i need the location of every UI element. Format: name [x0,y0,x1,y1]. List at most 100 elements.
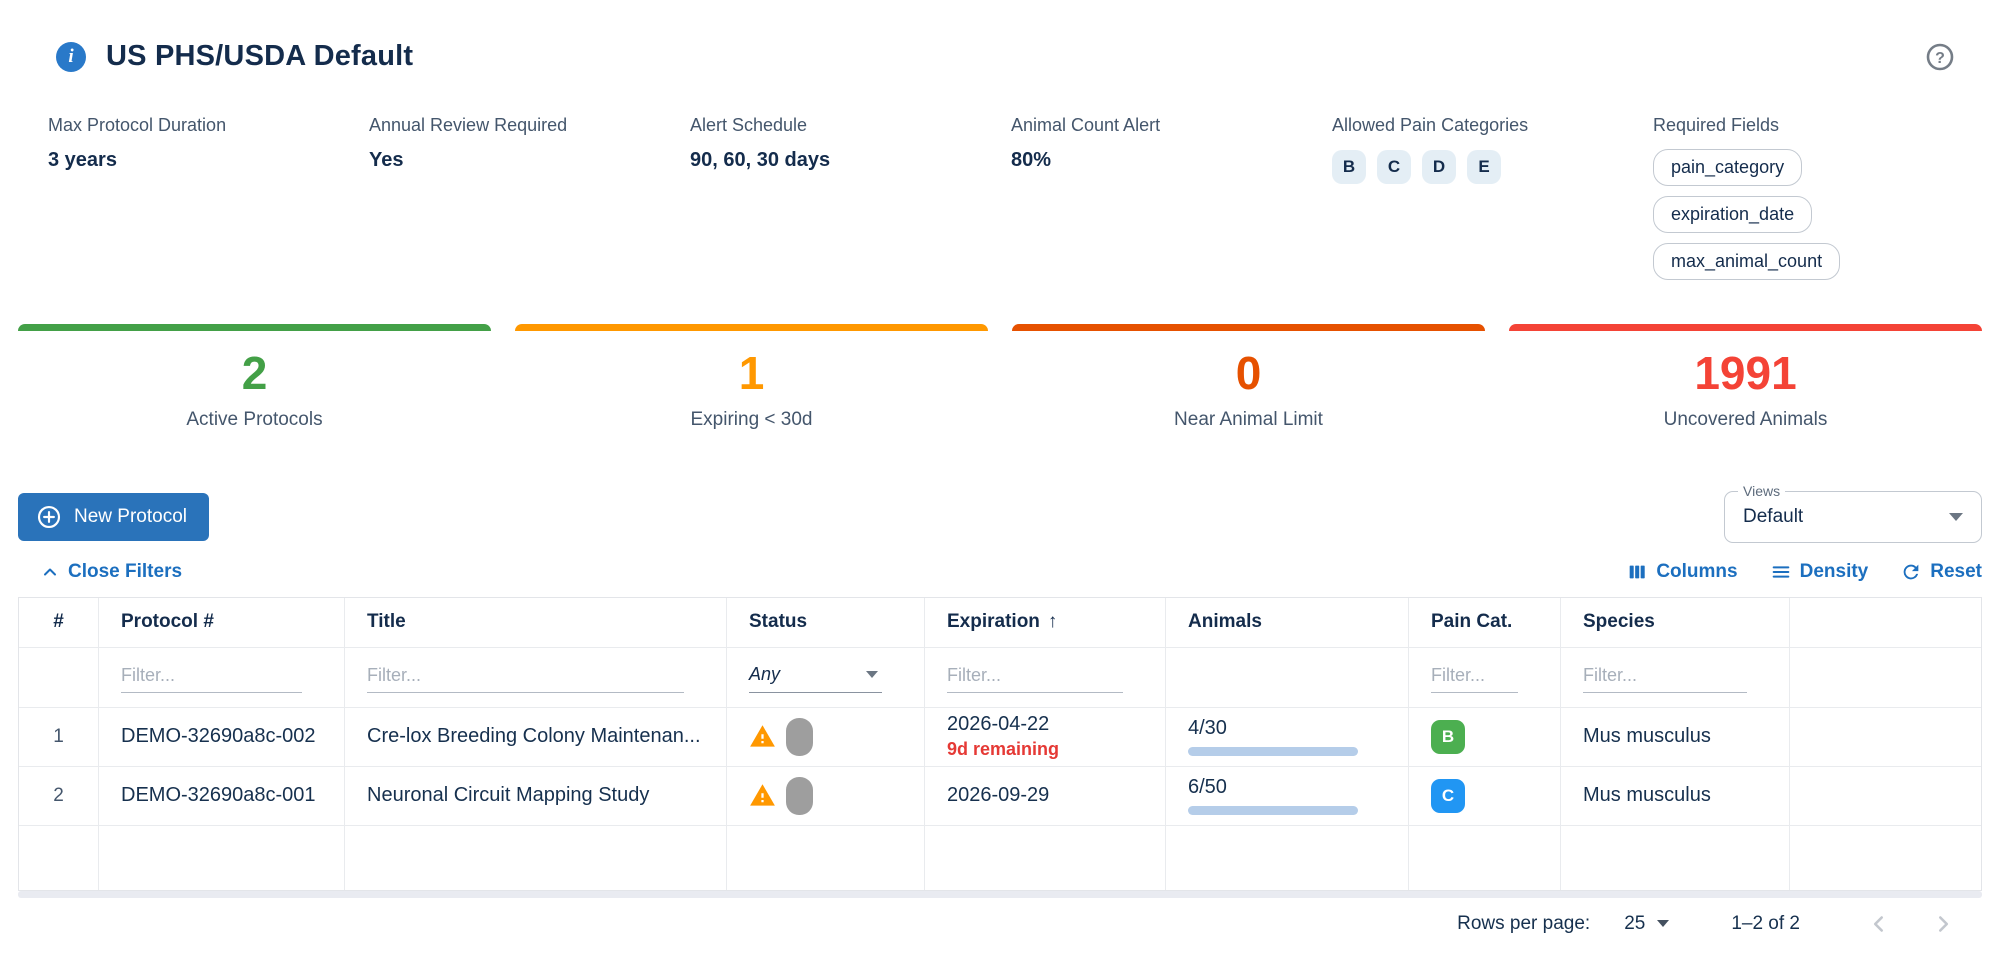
pain-category-chip: B [1332,150,1366,184]
pain-category-badge: B [1431,719,1465,754]
expiration-date: 2026-04-22 [947,713,1050,736]
rows-per-page-select[interactable]: 25 [1624,912,1670,935]
filter-cell-expiration [925,647,1166,708]
reset-label: Reset [1930,560,1982,582]
species-cell: Mus musculus [1561,707,1790,767]
protocols-table: # Protocol # Title Status Expiration ↑ A… [18,596,1982,891]
density-button[interactable]: Density [1770,561,1868,583]
protocol-title-cell: Cre-lox Breeding Colony Maintenan... [345,707,727,767]
row-index-cell: 2 [19,766,99,826]
pagination-footer: Rows per page: 25 1–2 of 2 [0,898,2000,937]
column-header-expiration[interactable]: Expiration ↑ [925,597,1166,648]
title-filter-input[interactable] [367,661,684,693]
plus-circle-icon [36,504,62,530]
setting-value: 3 years [48,149,117,171]
expiration-warning-text: 9d remaining [947,739,1060,760]
setting-pain-categories: Allowed Pain Categories B C D E [1332,115,1653,280]
table-empty-area [19,825,1981,890]
stat-card-accent-bar [18,324,491,331]
setting-label: Required Fields [1653,115,1780,135]
species-cell: Mus musculus [1561,766,1790,826]
stat-card-accent-bar [515,324,988,331]
setting-label: Allowed Pain Categories [1332,115,1529,135]
chevron-up-icon [40,562,60,582]
expiration-cell: 2026-04-22 9d remaining [925,707,1166,767]
filter-cell-status: Any [727,647,925,708]
setting-value: 80% [1011,149,1052,171]
pagination-range: 1–2 of 2 [1731,912,1800,934]
pain-category-chip: E [1467,150,1501,184]
sort-asc-icon[interactable]: ↑ [1047,611,1058,633]
animal-count-progressbar [1188,806,1358,816]
pain-filter-input[interactable] [1431,661,1518,693]
setting-label: Alert Schedule [690,115,808,135]
column-header-species[interactable]: Species [1561,597,1790,648]
column-header-title[interactable]: Title [345,597,727,648]
required-field-chip: max_animal_count [1653,243,1841,280]
status-cell [727,707,925,767]
horizontal-scrollbar[interactable] [18,890,1982,898]
info-icon: i [56,41,86,72]
stat-value: 1991 [1694,347,1797,399]
views-select[interactable]: Views Default [1724,482,1982,543]
expiration-filter-input[interactable] [947,661,1123,693]
policy-settings: Max Protocol Duration 3 years Annual Rev… [0,115,2000,280]
views-select-label: Views [1738,482,1786,499]
protocol-filter-input[interactable] [121,661,302,693]
stat-label: Active Protocols [186,408,323,430]
empty-cell [1561,825,1790,890]
status-filter-select[interactable]: Any [749,661,882,694]
empty-cell [99,825,345,890]
stat-value: 0 [1235,347,1262,399]
empty-cell [1409,825,1561,890]
filter-cell-index [19,647,99,708]
column-header-index[interactable]: # [19,597,99,648]
previous-page-icon[interactable] [1866,911,1892,937]
reset-button[interactable]: Reset [1900,561,1982,583]
empty-cell [19,825,99,890]
new-protocol-button[interactable]: New Protocol [18,492,209,541]
rows-per-page-value: 25 [1624,912,1646,934]
toolbar: New Protocol Views Default [18,482,1982,543]
rows-per-page-label: Rows per page: [1457,912,1591,934]
setting-animal-count-alert: Animal Count Alert 80% [1011,115,1332,280]
filter-cell-actions [1790,648,1981,708]
setting-label: Annual Review Required [369,115,568,135]
column-header-status[interactable]: Status [727,597,925,648]
table-row[interactable]: 2 DEMO-32690a8c-001 Neuronal Circuit Map… [19,766,1981,826]
columns-button[interactable]: Columns [1626,561,1738,583]
views-select-value: Default [1743,505,1804,527]
chevron-down-icon [1949,512,1963,521]
warning-icon [749,723,776,750]
table-row[interactable]: 1 DEMO-32690a8c-002 Cre-lox Breeding Col… [19,707,1981,767]
animals-cell: 4/30 [1166,707,1409,767]
setting-annual-review: Annual Review Required Yes [369,115,690,280]
stat-cards: 2 Active Protocols 1 Expiring < 30d 0 Ne… [18,324,1982,457]
column-header-pain[interactable]: Pain Cat. [1409,597,1561,648]
stat-card-uncovered-animals: 1991 Uncovered Animals [1509,324,1982,457]
svg-text:?: ? [1935,50,1945,67]
stat-card-expiring: 1 Expiring < 30d [515,324,988,457]
animal-count-text: 6/50 [1188,776,1227,799]
filter-cell-species [1561,647,1790,708]
column-header-animals[interactable]: Animals [1166,597,1409,648]
filter-cell-pain [1409,647,1561,708]
species-filter-input[interactable] [1583,661,1747,693]
stat-value: 2 [241,347,268,399]
pain-category-chip: C [1377,150,1411,184]
status-chip [786,717,813,756]
setting-alert-schedule: Alert Schedule 90, 60, 30 days [690,115,1011,280]
animal-count-text: 4/30 [1188,717,1227,740]
empty-cell [1790,826,1981,890]
help-icon[interactable]: ? [1924,41,1956,73]
filter-bar: Close Filters Columns [18,561,1982,583]
close-filters-button[interactable]: Close Filters [40,561,182,583]
stat-card-accent-bar [1012,324,1485,331]
protocol-title-cell: Neuronal Circuit Mapping Study [345,766,727,826]
stat-card-active-protocols: 2 Active Protocols [18,324,491,457]
protocol-number-cell: DEMO-32690a8c-002 [99,707,345,767]
status-filter-value: Any [749,664,781,685]
next-page-icon[interactable] [1930,911,1956,937]
column-header-protocol[interactable]: Protocol # [99,597,345,648]
